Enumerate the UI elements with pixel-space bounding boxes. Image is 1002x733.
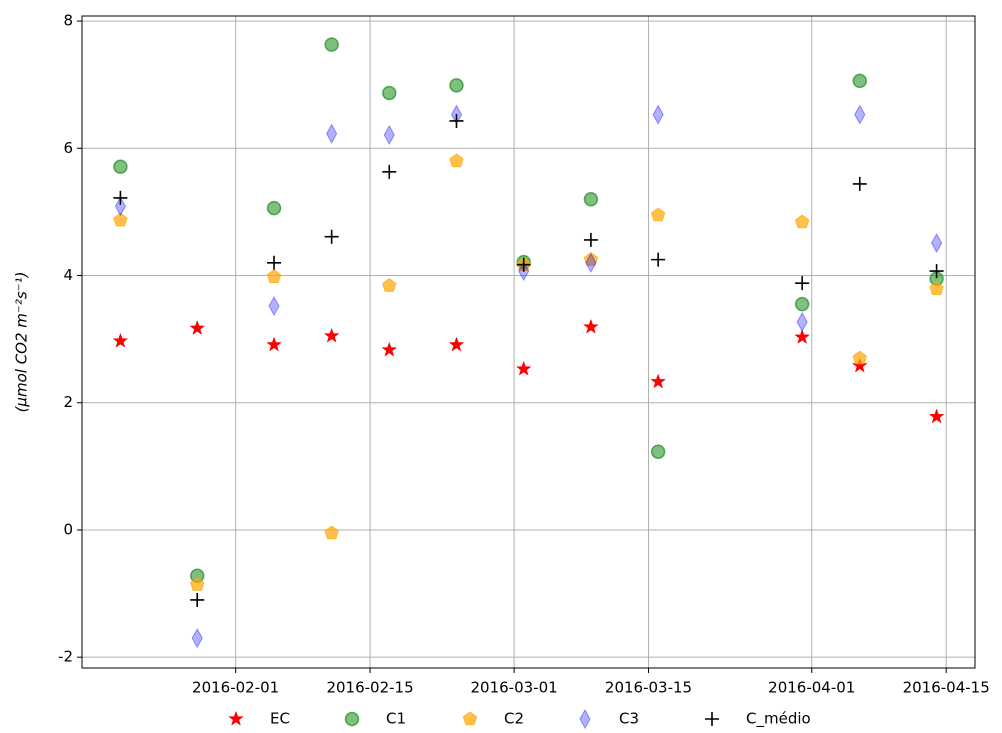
point (583, 252, 599, 266)
point (112, 332, 129, 348)
plot-frame (81, 15, 976, 669)
legend-marker (462, 711, 478, 726)
point (854, 104, 866, 125)
point (449, 78, 464, 93)
y-tick-label: 2 (63, 393, 73, 411)
point (324, 229, 339, 244)
point (583, 318, 599, 334)
point (652, 104, 664, 125)
point (383, 124, 395, 145)
x-tick-label: 2016-03-01 (471, 679, 558, 697)
x-tick-label: 2016-02-15 (326, 679, 413, 697)
point (929, 281, 944, 296)
legend-marker (344, 711, 360, 727)
x-tick-label: 2016-04-01 (768, 679, 855, 697)
point (324, 525, 339, 540)
y-axis-label: (μmol CO2 m⁻²s⁻¹) (13, 272, 31, 413)
point (449, 113, 464, 128)
point (515, 360, 532, 376)
point (931, 233, 943, 254)
point (323, 327, 340, 343)
point (852, 73, 868, 89)
legend-label: EC (270, 710, 290, 728)
point (794, 214, 810, 229)
point (650, 373, 666, 389)
x-tick-label: 2016-02-01 (192, 679, 279, 697)
point (794, 296, 810, 312)
legend-label: C1 (386, 710, 406, 728)
point (113, 212, 128, 227)
point (113, 190, 128, 205)
point (449, 153, 464, 168)
legend-marker (705, 712, 719, 726)
y-tick-label: 4 (63, 266, 73, 284)
point (267, 255, 282, 270)
y-tick-label: 0 (63, 520, 73, 538)
point (583, 191, 599, 207)
point (928, 408, 945, 424)
point (382, 278, 397, 292)
point (268, 296, 280, 317)
point (191, 628, 203, 649)
point (794, 328, 811, 344)
point (929, 264, 944, 279)
legend-marker (228, 710, 244, 726)
point (189, 577, 205, 591)
point (795, 276, 810, 291)
point (114, 196, 126, 217)
x-tick-label: 2016-04-15 (903, 679, 990, 697)
point (189, 320, 206, 336)
point (382, 164, 397, 179)
point (851, 357, 868, 373)
legend-marker (579, 708, 591, 730)
point (852, 176, 867, 191)
point (324, 37, 339, 52)
legend-label: C_médio (746, 710, 811, 729)
y-tick-label: -2 (58, 648, 73, 666)
point (381, 341, 398, 357)
point (650, 444, 666, 459)
point (190, 592, 205, 607)
point (266, 336, 282, 352)
point (650, 207, 666, 222)
point (266, 269, 282, 283)
point (852, 350, 868, 365)
legend-label: C3 (619, 710, 639, 728)
point (113, 159, 128, 174)
point (516, 257, 531, 272)
point (651, 252, 666, 267)
point (585, 252, 597, 273)
point (326, 123, 338, 144)
point (583, 232, 598, 247)
point (929, 271, 944, 286)
point (796, 311, 808, 332)
point (382, 85, 397, 101)
point (448, 336, 465, 352)
y-tick-label: 6 (63, 139, 73, 157)
point (266, 200, 282, 216)
legend-label: C2 (504, 710, 524, 728)
y-tick-label: 8 (63, 12, 73, 30)
x-tick-label: 2016-03-15 (605, 679, 692, 697)
